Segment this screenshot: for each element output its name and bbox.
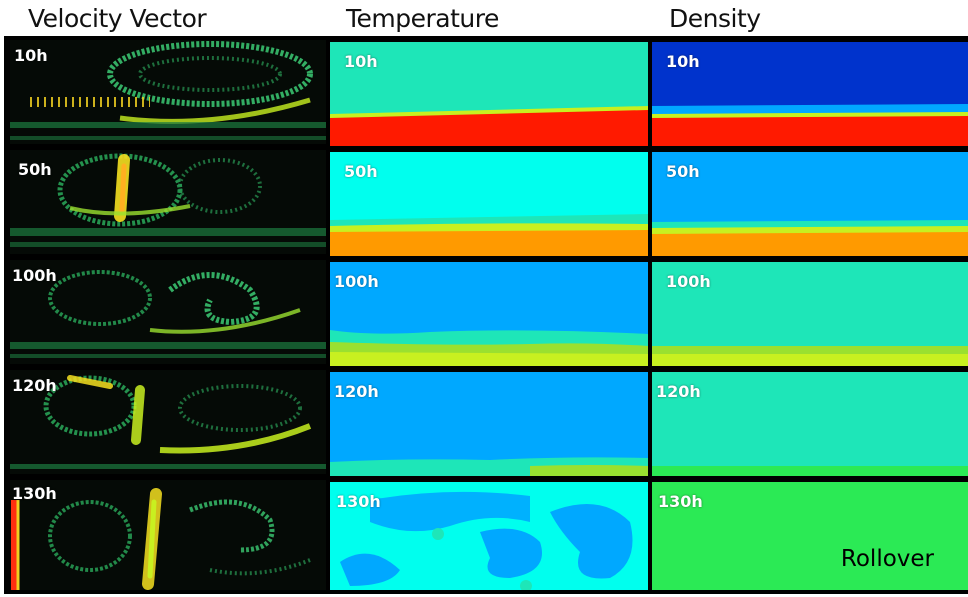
velocity-field-50h <box>10 150 326 254</box>
time-label-density-130h: 130h <box>658 492 703 511</box>
velocity-column-title: Velocity Vector <box>28 4 207 33</box>
temperature-panel-10h: 10h <box>330 42 648 146</box>
velocity-field-100h <box>10 260 326 364</box>
time-label-temperature-120h: 120h <box>334 382 379 401</box>
density-panel-50h: 50h <box>652 152 968 256</box>
density-field-50h <box>652 152 968 256</box>
temperature-field-100h <box>330 262 648 366</box>
time-label-velocity-50h: 50h <box>18 160 52 179</box>
time-label-velocity-130h: 130h <box>12 484 57 503</box>
density-field-10h <box>652 42 968 146</box>
temperature-panel-120h: 120h <box>330 372 648 476</box>
temperature-field-130h <box>330 482 648 590</box>
time-label-density-10h: 10h <box>666 52 700 71</box>
velocity-panel-120h: 120h <box>10 370 326 474</box>
velocity-panel-10h: 10h <box>10 40 326 144</box>
time-label-temperature-130h: 130h <box>336 492 381 511</box>
density-field-130h <box>652 482 968 590</box>
density-field-100h <box>652 262 968 366</box>
time-label-velocity-100h: 100h <box>12 266 57 285</box>
rollover-annotation: Rollover <box>840 546 934 572</box>
velocity-field-10h <box>10 40 326 144</box>
density-panel-10h: 10h <box>652 42 968 146</box>
panel-grid: 10h 10h 10h <box>4 36 968 594</box>
density-panel-130h: 130h Rollover <box>652 482 968 590</box>
temperature-column-title: Temperature <box>346 4 499 33</box>
velocity-panel-100h: 100h <box>10 260 326 364</box>
temperature-field-10h <box>330 42 648 146</box>
density-panel-100h: 100h <box>652 262 968 366</box>
time-label-density-50h: 50h <box>666 162 700 181</box>
time-label-velocity-120h: 120h <box>12 376 57 395</box>
time-label-temperature-50h: 50h <box>344 162 378 181</box>
velocity-field-130h <box>10 480 326 590</box>
density-panel-120h: 120h <box>652 372 968 476</box>
velocity-panel-50h: 50h <box>10 150 326 254</box>
density-field-120h <box>652 372 968 476</box>
time-label-density-120h: 120h <box>656 382 701 401</box>
density-column-title: Density <box>669 4 761 33</box>
velocity-field-120h <box>10 370 326 474</box>
temperature-panel-130h: 130h <box>330 482 648 590</box>
time-label-density-100h: 100h <box>666 272 711 291</box>
temperature-panel-50h: 50h <box>330 152 648 256</box>
temperature-field-50h <box>330 152 648 256</box>
temperature-panel-100h: 100h <box>330 262 648 366</box>
time-label-temperature-100h: 100h <box>334 272 379 291</box>
temperature-field-120h <box>330 372 648 476</box>
velocity-panel-130h: 130h <box>10 480 326 590</box>
time-label-temperature-10h: 10h <box>344 52 378 71</box>
time-label-velocity-10h: 10h <box>14 46 48 65</box>
